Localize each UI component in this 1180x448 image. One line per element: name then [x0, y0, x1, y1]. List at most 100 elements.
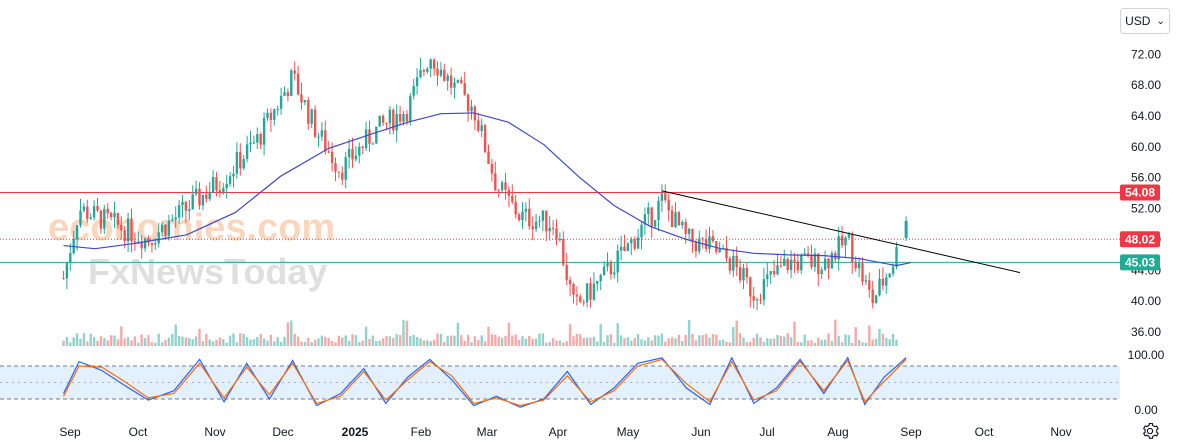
candle-body [674, 212, 677, 228]
volume-bar [660, 333, 664, 346]
volume-bar [708, 337, 711, 346]
volume-bar [548, 342, 551, 346]
volume-bar [69, 342, 72, 346]
candle-body [504, 182, 507, 190]
candle-body [633, 239, 636, 249]
trendline-line[interactable] [661, 190, 1021, 274]
candle-body [660, 193, 664, 201]
currency-selector[interactable]: USD ⌄ [1120, 8, 1170, 34]
volume-bar [113, 335, 116, 346]
time-axis[interactable]: Sep Oct Nov Dec 2025 Feb Mar Apr May Jun Jul Aug Sep… [59, 425, 1071, 439]
candle-body [840, 236, 844, 246]
volume-bar [296, 336, 300, 346]
volume-bar [796, 341, 800, 346]
candle-body [412, 86, 415, 96]
candle-body [262, 117, 266, 145]
candle-body [711, 236, 715, 242]
candle-body [851, 234, 854, 263]
candle-body [177, 205, 181, 218]
candle-body [500, 182, 504, 191]
volume-bar [878, 328, 881, 346]
volume-bar [585, 337, 589, 346]
volume-bar [341, 337, 344, 346]
volume-bar [616, 323, 619, 346]
level-labels: 54.08 48.02 45.03 [1120, 184, 1160, 271]
watermark-economies: economies.com [48, 207, 335, 249]
candle-body [837, 236, 840, 260]
volume-bar [643, 340, 647, 346]
candle-body [810, 255, 813, 268]
volume-bar [840, 342, 844, 346]
candle-body [347, 148, 351, 158]
candle-body [235, 152, 239, 174]
volume-bar [633, 337, 636, 346]
candle-body [823, 258, 827, 270]
candle-body [378, 115, 381, 127]
stochastic-band [0, 365, 1120, 400]
candle-body [551, 227, 555, 229]
candle-body [817, 253, 820, 274]
candle-body [718, 248, 721, 253]
candle-body [69, 252, 72, 263]
candle-body [800, 254, 803, 271]
volume-bar [895, 339, 898, 346]
volume-bar [473, 336, 477, 346]
volume-bar [650, 340, 653, 346]
candle-body [160, 224, 164, 233]
candle-body [667, 199, 670, 211]
candle-body [154, 243, 157, 245]
volume-bar [480, 335, 483, 346]
volume-bar [171, 334, 174, 346]
candle-body [885, 277, 888, 286]
volume-bar [344, 335, 347, 346]
candle-body [415, 77, 419, 87]
volume-bar [174, 324, 177, 346]
candle-body [650, 207, 653, 227]
candle-body [120, 224, 123, 231]
candle-body [181, 201, 184, 206]
volume-bar [198, 328, 201, 346]
candle-body [524, 208, 528, 212]
candle-body [701, 238, 704, 240]
volume-bar [273, 341, 276, 346]
candle-body [164, 224, 167, 236]
candle-body [239, 152, 242, 169]
candle-body [470, 106, 473, 112]
candle-body [245, 144, 249, 160]
candle-body [198, 188, 201, 206]
candle-body [419, 70, 422, 78]
volume-bar [647, 337, 650, 346]
candle-body [565, 264, 568, 280]
volume-bar [657, 335, 660, 346]
volume-bar [715, 334, 718, 346]
candle-body [358, 146, 361, 156]
candle-body [640, 224, 643, 238]
volume-bar [517, 340, 521, 346]
candle-body [456, 79, 460, 83]
volume-bar [783, 336, 786, 346]
volume-bar [806, 340, 810, 346]
candle-body [715, 241, 718, 253]
candle-body [273, 109, 276, 120]
volume-bar [623, 338, 626, 346]
volume-bar [402, 319, 405, 346]
volume-bar [453, 335, 456, 346]
candle-body [687, 228, 691, 234]
volume-bar [109, 335, 113, 346]
candle-body [126, 218, 130, 242]
level-label-bg [1120, 254, 1160, 271]
volume-bar [449, 335, 453, 346]
volume-bar [409, 335, 412, 346]
candle-body [653, 220, 657, 227]
volume-bar [405, 320, 409, 346]
candle-body [242, 159, 245, 169]
trendline[interactable] [661, 190, 1021, 274]
volume-bar [82, 333, 86, 346]
candle-body [606, 262, 609, 267]
time-tick-label: Aug [827, 425, 848, 439]
gear-icon[interactable] [1141, 422, 1159, 440]
candle-body [487, 151, 490, 164]
candle-body [541, 210, 545, 221]
volume-bar [630, 340, 633, 346]
